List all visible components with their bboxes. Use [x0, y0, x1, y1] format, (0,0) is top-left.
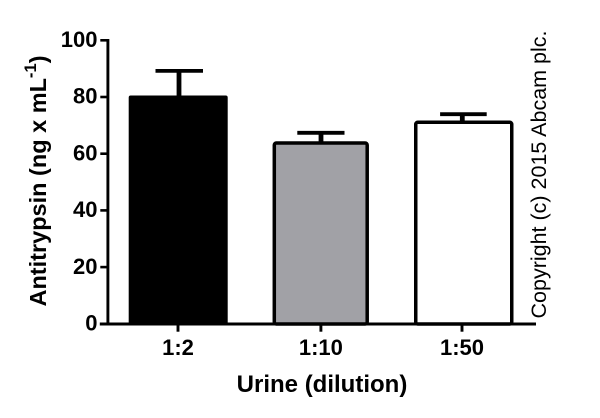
svg-text:40: 40: [73, 197, 97, 222]
svg-text:Antitrypsin (ng x mL-1): Antitrypsin (ng x mL-1): [21, 55, 51, 306]
svg-text:60: 60: [73, 140, 97, 165]
svg-text:20: 20: [73, 254, 97, 279]
svg-text:1:10: 1:10: [299, 335, 343, 360]
svg-text:Copyright (c) 2015 Abcam plc.: Copyright (c) 2015 Abcam plc.: [527, 31, 551, 319]
svg-text:Urine (dilution): Urine (dilution): [237, 371, 408, 398]
svg-text:0: 0: [85, 311, 97, 336]
svg-text:100: 100: [61, 27, 98, 52]
svg-text:80: 80: [73, 84, 97, 109]
svg-text:1:50: 1:50: [440, 335, 484, 360]
svg-text:1:2: 1:2: [162, 335, 194, 360]
